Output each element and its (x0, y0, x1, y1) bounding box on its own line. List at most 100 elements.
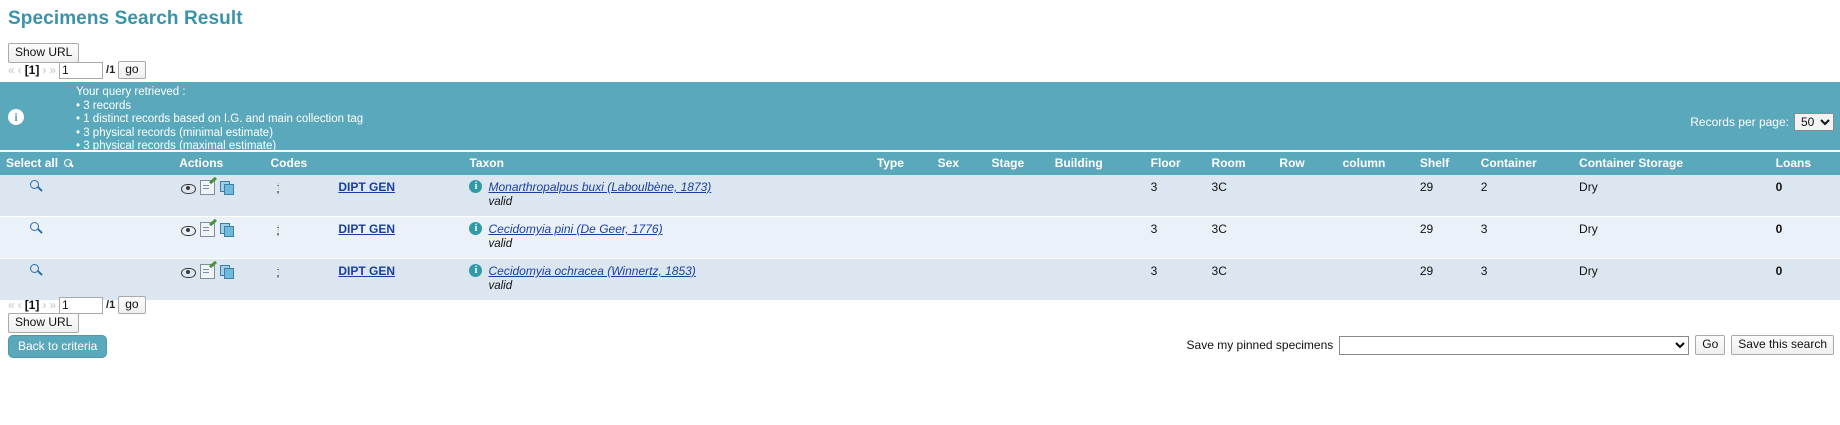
save-pinned-go-button[interactable]: Go (1695, 335, 1726, 355)
query-info-line-1: • 3 records (76, 99, 132, 112)
last-page-icon-bottom[interactable]: » (49, 298, 57, 312)
current-page-bottom[interactable]: [1] (24, 298, 40, 312)
go-button-top[interactable]: go (118, 61, 146, 79)
magnifier-icon[interactable] (30, 180, 43, 193)
row-codes-cell: i (264, 175, 333, 217)
column-header-select-all[interactable]: Select all (0, 152, 174, 175)
row-actions-cell (173, 258, 265, 301)
row-stage-cell (985, 258, 1049, 301)
column-header-container[interactable]: Container (1474, 152, 1574, 175)
taxon-link[interactable]: Monarthropalpus buxi (Laboulbène, 1873) (488, 180, 712, 194)
save-this-search-button[interactable]: Save this search (1731, 335, 1834, 355)
codes-info-icon[interactable]: i (276, 225, 280, 236)
column-header-room[interactable]: Room (1205, 152, 1274, 175)
row-room-cell: 3C (1205, 175, 1274, 217)
records-per-page-label: Records per page: (1690, 115, 1789, 129)
next-page-icon-top[interactable]: › (42, 63, 47, 77)
row-sex-cell (931, 258, 986, 301)
row-taxon-cell: i Cecidomyia pini (De Geer, 1776) valid (463, 216, 871, 259)
row-select-cell[interactable] (0, 175, 174, 217)
taxon-info-icon[interactable]: i (469, 222, 483, 235)
row-container-cell: 3 (1474, 216, 1574, 259)
back-to-criteria-button[interactable]: Back to criteria (8, 335, 108, 358)
magnifier-icon[interactable] (30, 264, 43, 277)
column-header-loans[interactable]: Loans (1769, 152, 1840, 175)
taxon-info-icon[interactable]: i (469, 264, 483, 277)
copy-icon[interactable] (220, 223, 235, 237)
column-header-taxon[interactable]: Taxon (463, 152, 871, 175)
save-pinned-select[interactable] (1339, 335, 1690, 355)
copy-icon[interactable] (220, 181, 235, 195)
row-loans-cell: 0 (1769, 258, 1840, 301)
column-header-row[interactable]: Row (1273, 152, 1337, 175)
column-header-shelf[interactable]: Shelf (1413, 152, 1475, 175)
taxon-info-icon[interactable]: i (469, 180, 483, 193)
column-header-column[interactable]: column (1336, 152, 1414, 175)
row-select-cell[interactable] (0, 258, 174, 301)
row-floor-cell: 3 (1144, 216, 1206, 259)
eye-icon[interactable] (181, 183, 197, 194)
taxon-link[interactable]: Cecidomyia ochracea (Winnertz, 1853) (488, 264, 696, 278)
edit-icon[interactable] (200, 264, 216, 279)
column-header-stage[interactable]: Stage (985, 152, 1049, 175)
prev-page-icon-bottom[interactable]: ‹ (17, 298, 22, 312)
records-per-page-control: Records per page: 50 (1690, 113, 1834, 131)
row-building-cell (1048, 175, 1145, 217)
row-row-cell (1273, 175, 1337, 217)
total-pages-bottom: /1 (106, 299, 116, 311)
column-header-actions[interactable]: Actions (173, 152, 265, 175)
prev-page-icon-top[interactable]: ‹ (17, 63, 22, 77)
row-container-storage-cell: Dry (1573, 216, 1770, 259)
row-column-cell (1336, 216, 1414, 259)
column-header-container-storage[interactable]: Container Storage (1573, 152, 1770, 175)
codes-info-icon[interactable]: i (276, 183, 280, 194)
column-header-floor[interactable]: Floor (1144, 152, 1206, 175)
eye-icon[interactable] (181, 267, 197, 278)
query-info-line-3: • 3 physical records (minimal estimate) (76, 126, 274, 139)
show-url-button-bottom[interactable]: Show URL (8, 313, 80, 333)
row-select-cell[interactable] (0, 216, 174, 259)
page-number-input-top[interactable] (59, 61, 104, 79)
row-taxon-cell: i Monarthropalpus buxi (Laboulbène, 1873… (463, 175, 871, 217)
row-actions-cell (173, 175, 265, 217)
go-button-bottom[interactable]: go (118, 296, 146, 314)
column-header-building[interactable]: Building (1048, 152, 1145, 175)
row-floor-cell: 3 (1144, 258, 1206, 301)
eye-icon[interactable] (181, 225, 197, 236)
column-header-codes[interactable]: Codes (264, 152, 333, 175)
info-icon: i (8, 109, 24, 125)
last-page-icon-top[interactable]: » (49, 63, 57, 77)
copy-icon[interactable] (220, 265, 235, 279)
first-page-icon-top[interactable]: « (8, 63, 15, 77)
query-info-line-4: • 3 physical records (maximal estimate) (76, 140, 277, 153)
table-row: i DIPT GEN i Cecidomyia pini (De Geer, 1… (0, 216, 1840, 259)
row-type-cell (870, 216, 932, 259)
row-sex-cell (931, 216, 986, 259)
edit-icon[interactable] (200, 222, 216, 237)
code-link[interactable]: DIPT GEN (338, 180, 396, 194)
query-info-heading: Your query retrieved : (76, 86, 186, 98)
first-page-icon-bottom[interactable]: « (8, 298, 15, 312)
code-link[interactable]: DIPT GEN (338, 222, 396, 236)
page-number-input-bottom[interactable] (59, 296, 104, 314)
pagination-bottom: « ‹ [1] › » /1 go (8, 296, 146, 314)
row-code-cell: DIPT GEN (332, 258, 464, 301)
records-per-page-select[interactable]: 50 (1794, 113, 1834, 131)
specimens-results-table: Select all Actions Codes Taxon Type Sex … (0, 152, 1840, 301)
next-page-icon-bottom[interactable]: › (42, 298, 47, 312)
edit-icon[interactable] (200, 180, 216, 195)
row-container-storage-cell: Dry (1573, 175, 1770, 217)
code-link[interactable]: DIPT GEN (338, 264, 396, 278)
magnifier-icon[interactable] (30, 222, 43, 235)
column-header-sex[interactable]: Sex (931, 152, 986, 175)
column-header-type[interactable]: Type (870, 152, 932, 175)
row-column-cell (1336, 258, 1414, 301)
row-building-cell (1048, 216, 1145, 259)
codes-info-icon[interactable]: i (276, 267, 280, 278)
current-page-top[interactable]: [1] (24, 63, 40, 77)
show-url-button-top[interactable]: Show URL (8, 43, 80, 63)
row-floor-cell: 3 (1144, 175, 1206, 217)
sort-icon[interactable] (63, 158, 74, 169)
query-info-text: Your query retrieved : • 3 records • 1 d… (76, 86, 363, 154)
taxon-link[interactable]: Cecidomyia pini (De Geer, 1776) (488, 222, 663, 236)
